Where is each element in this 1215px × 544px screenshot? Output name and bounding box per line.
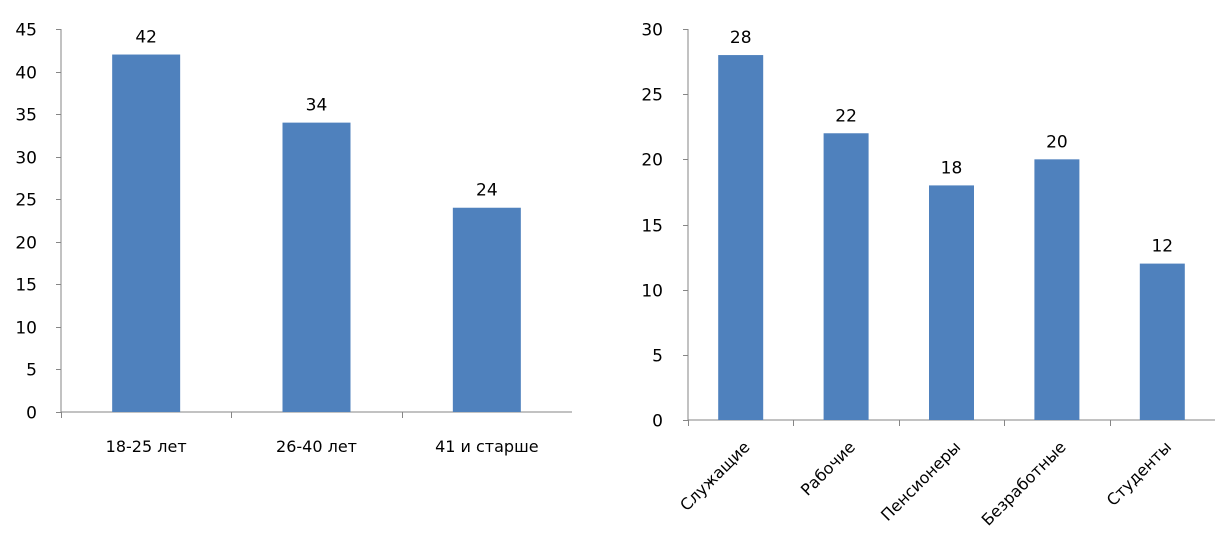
y-tick-label: 5 xyxy=(26,361,37,381)
data-label: 22 xyxy=(835,106,857,126)
bar xyxy=(929,185,974,420)
bar xyxy=(1034,159,1080,421)
bar xyxy=(112,54,181,413)
occupation-bar-chart: 0 5 10 15 20 25 30 28 Служащие 22 Рабочие 18 Пенсион… xyxy=(641,21,1215,529)
bar xyxy=(823,133,869,420)
y-tick-label: 30 xyxy=(641,21,663,41)
data-label: 18 xyxy=(941,158,963,178)
data-label: 34 xyxy=(306,96,328,116)
y-tick-label: 40 xyxy=(15,64,37,84)
data-label: 24 xyxy=(476,181,498,201)
data-label: 12 xyxy=(1151,237,1173,257)
y-tick-label: 15 xyxy=(15,276,37,296)
category-label: Безработные xyxy=(978,437,1070,529)
bar xyxy=(1139,263,1185,420)
data-label: 28 xyxy=(730,28,752,48)
y-tick-label: 45 xyxy=(15,21,37,41)
data-label: 20 xyxy=(1046,132,1068,152)
y-tick-label: 5 xyxy=(652,347,663,367)
y-tick-label: 25 xyxy=(641,86,663,106)
category-label: 26-40 лет xyxy=(276,437,357,456)
category-label: Рабочие xyxy=(797,437,859,499)
y-tick-label: 35 xyxy=(15,106,37,126)
y-tick-label: 20 xyxy=(641,151,663,171)
bar xyxy=(718,55,764,421)
age-bar-chart: 0 5 10 15 20 25 30 35 40 45 42 18-25 лет 34 26-40 лет… xyxy=(15,21,572,456)
y-tick-label: 25 xyxy=(15,191,37,211)
y-tick-label: 0 xyxy=(652,412,663,432)
y-tick-label: 15 xyxy=(641,217,663,237)
category-label: Студенты xyxy=(1103,437,1175,509)
y-tick-label: 0 xyxy=(26,404,37,424)
y-tick-label: 10 xyxy=(641,282,663,302)
category-label: 18-25 лет xyxy=(106,437,187,456)
bar xyxy=(282,122,351,412)
category-label: Пенсионеры xyxy=(877,437,964,524)
data-label: 42 xyxy=(135,28,157,48)
y-tick-label: 20 xyxy=(15,234,37,254)
bar xyxy=(452,207,521,412)
category-label: Служащие xyxy=(676,437,753,514)
category-label: 41 и старше xyxy=(435,437,539,456)
y-tick-label: 30 xyxy=(15,149,37,169)
y-tick-label: 10 xyxy=(15,319,37,339)
